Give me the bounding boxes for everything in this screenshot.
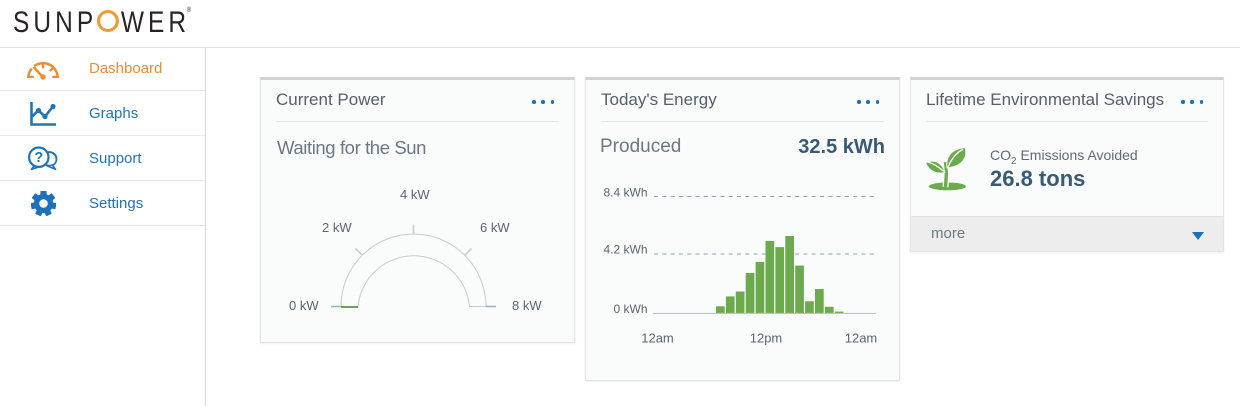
svg-text:12am: 12am (845, 331, 878, 346)
svg-text:?: ? (34, 150, 43, 166)
svg-text:12pm: 12pm (750, 331, 783, 346)
svg-text:0 kWh: 0 kWh (613, 302, 647, 316)
svg-text:8.4 kWh: 8.4 kWh (603, 185, 647, 199)
svg-text:4.2 kWh: 4.2 kWh (603, 243, 647, 257)
svg-text:12am: 12am (641, 331, 674, 346)
